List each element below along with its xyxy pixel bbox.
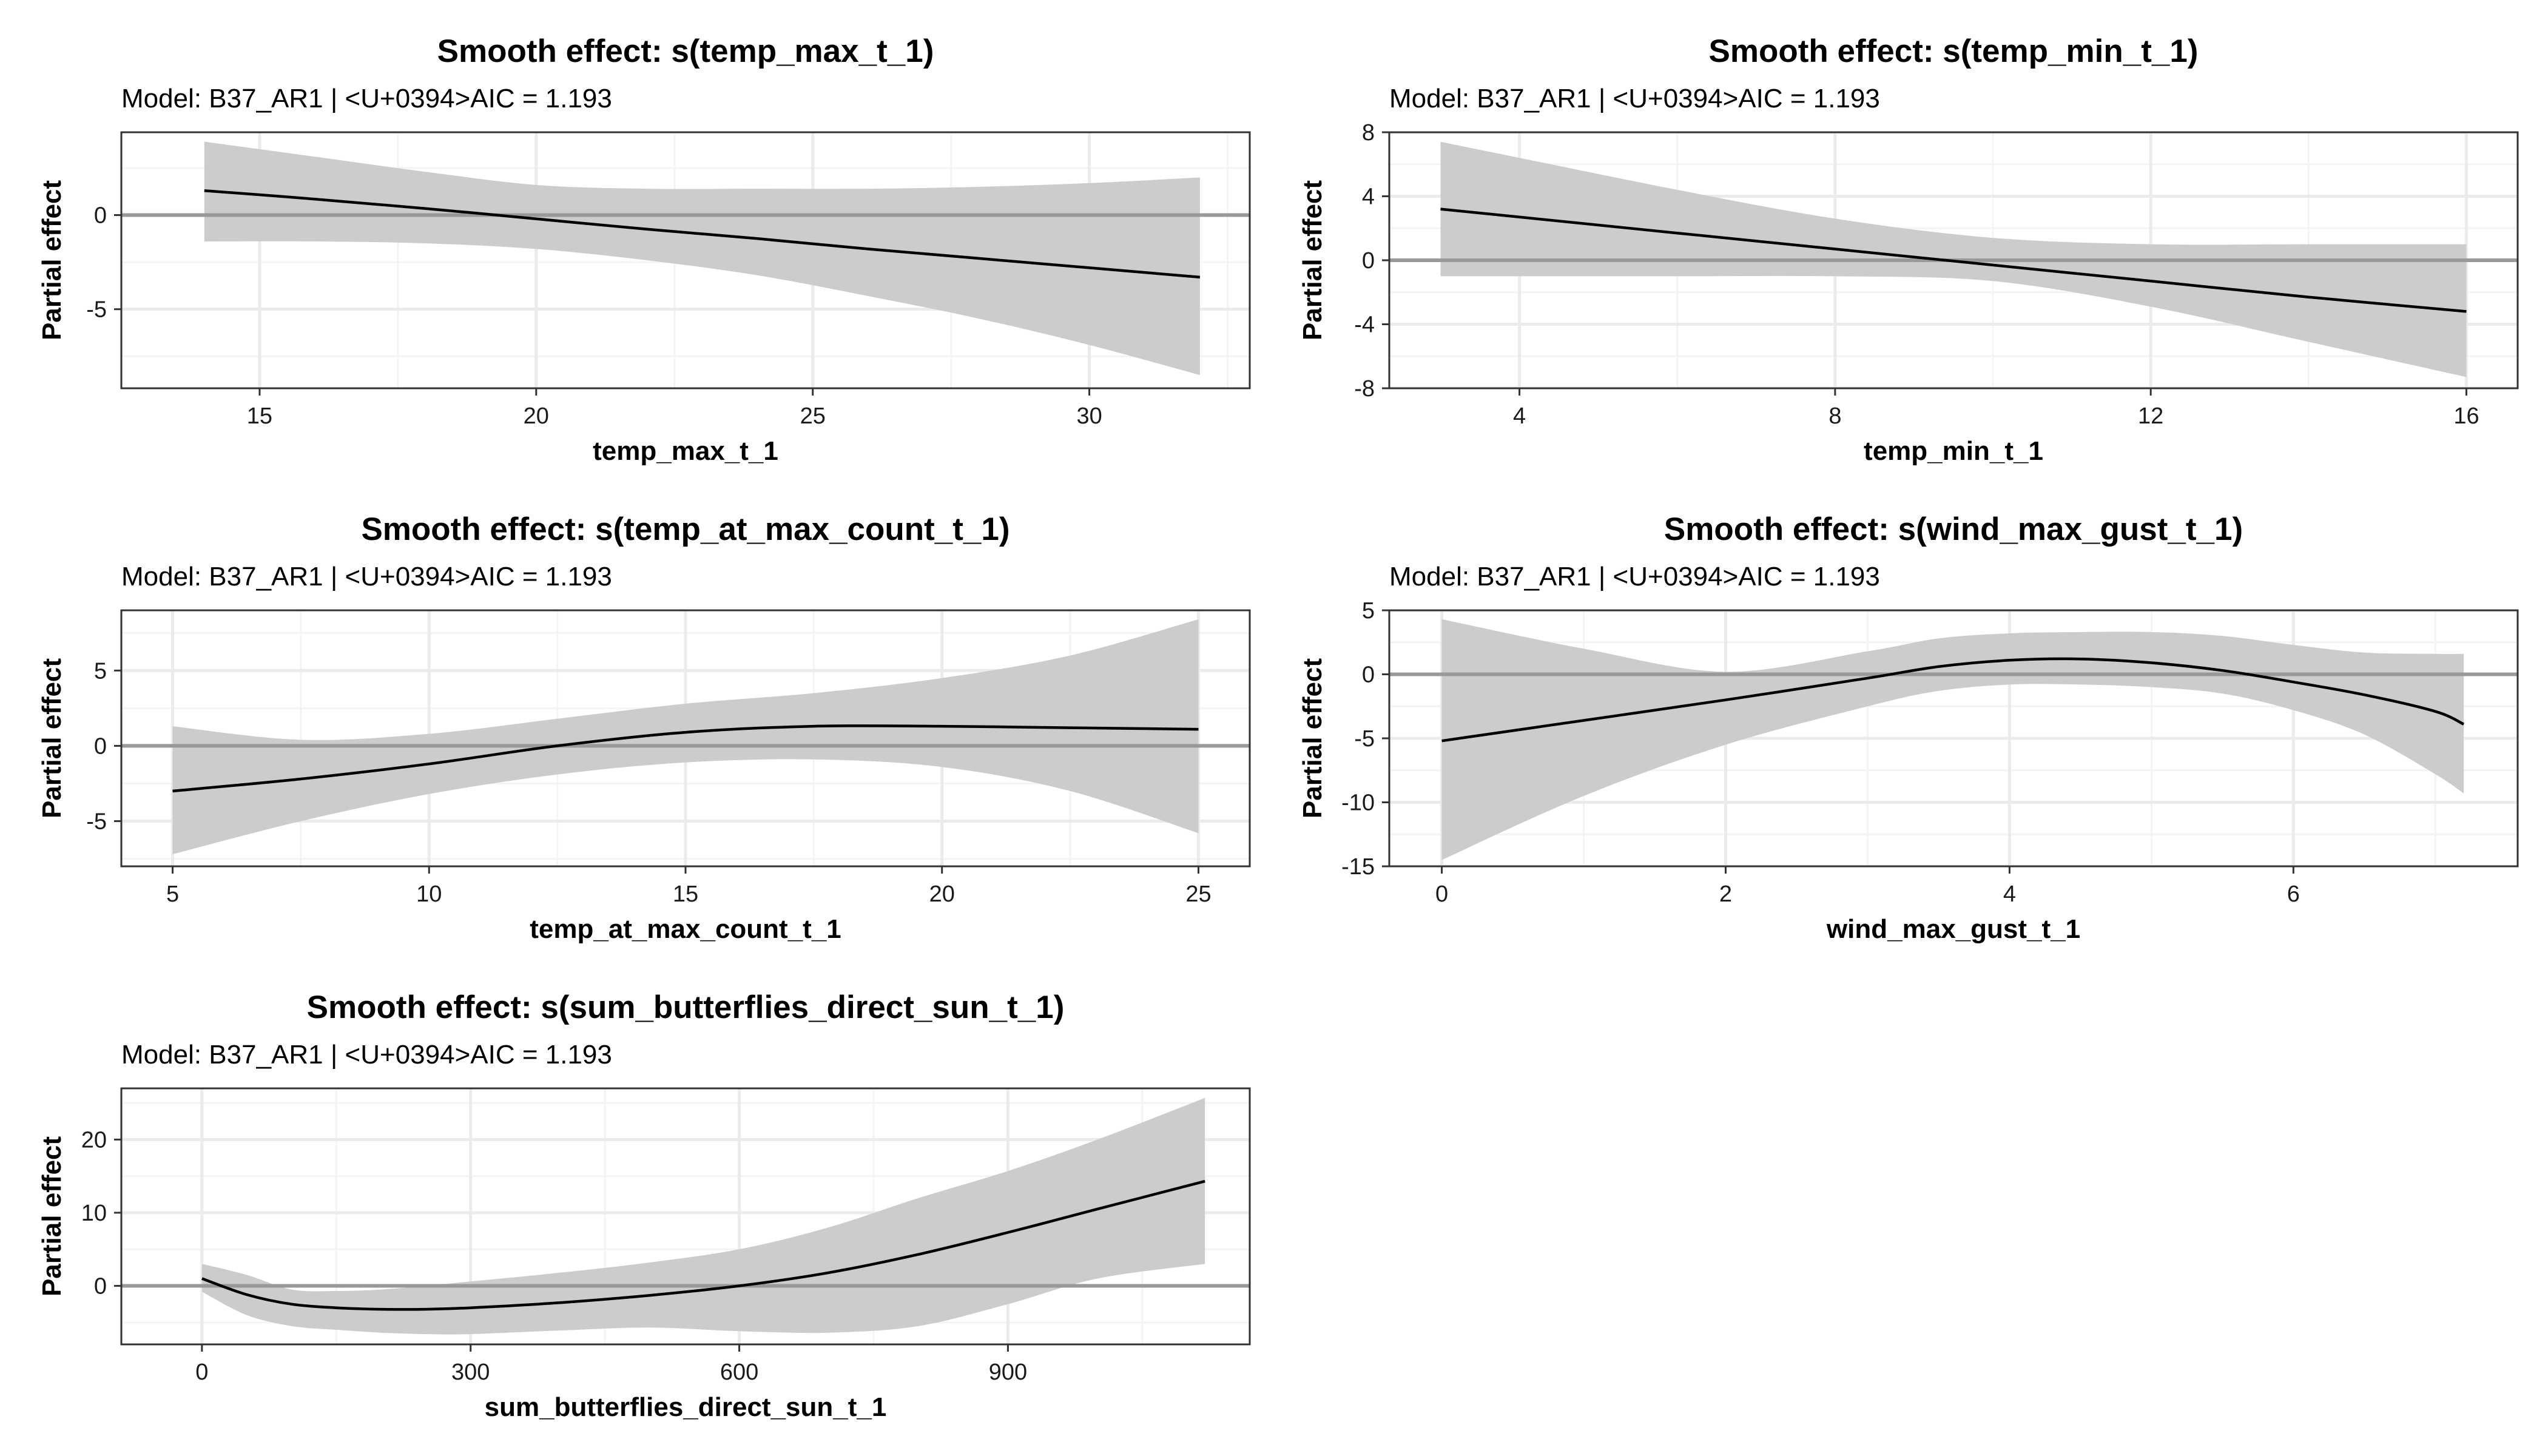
panel-border [120,1087,1251,1346]
x-tick-label: 30 [1076,403,1102,429]
x-tick-label: 8 [1828,403,1841,429]
x-tick-label: 300 [451,1360,490,1385]
y-tick-label: 5 [1362,598,1375,624]
y-axis-title: Partial effect [37,658,67,818]
smooth-effect-line [1441,657,2465,743]
chart-title: Smooth effect: s(temp_at_max_count_t_1) [361,511,1009,547]
x-tick-label: 15 [673,881,698,907]
x-tick-label: 900 [989,1360,1027,1385]
chart-panel-4: 0 2 4 6 -15 -10 -5 0 5 Smooth effect: s(wind_max_… [1298,511,2519,944]
chart-subtitle: Model: B37_AR1 | <U+0394>AIC = 1.193 [121,84,612,113]
y-tick-label: -8 [1354,376,1375,402]
confidence-band [201,1097,1205,1335]
chart-subtitle: Model: B37_AR1 | <U+0394>AIC = 1.193 [121,1040,612,1070]
chart-title: Smooth effect: s(wind_max_gust_t_1) [1664,511,2243,547]
chart-panel-3: 5 10 15 20 25 -5 0 5 Smooth effect: s(temp_at_ma… [37,511,1251,944]
confidence-band [1441,619,2464,860]
x-axis-title: temp_min_t_1 [1864,436,2043,466]
y-tick-label: 8 [1362,120,1375,146]
chart-panel-2: 4 8 12 16 -8 -4 0 4 8 Smooth effect: s(temp_min_t… [1298,33,2519,466]
y-tick-label: -5 [1354,726,1375,752]
x-tick-label: 16 [2453,403,2479,429]
y-axis-title: Partial effect [37,180,67,340]
confidence-band [172,619,1199,855]
y-axis-title: Partial effect [1298,180,1327,340]
chart-subtitle: Model: B37_AR1 | <U+0394>AIC = 1.193 [121,562,612,592]
smooth-effect-line [204,189,1201,279]
y-tick-label: -15 [1341,854,1375,880]
y-tick-label: 10 [81,1201,107,1226]
y-axis-title: Partial effect [37,1136,67,1296]
chart-title: Smooth effect: s(temp_min_t_1) [1709,33,2199,69]
chart-panel-1: 15 20 25 30 -5 0 Smooth effect: s(temp_max_t_1… [37,33,1251,466]
x-tick-label: 5 [166,881,179,907]
chart-subtitle: Model: B37_AR1 | <U+0394>AIC = 1.193 [1389,562,1880,592]
y-tick-label: -5 [86,297,107,323]
smooth-effect-line [1440,207,2467,313]
x-tick-label: 25 [800,403,826,429]
y-tick-label: 5 [94,658,107,684]
x-axis-title: sum_butterflies_direct_sun_t_1 [485,1392,887,1422]
smooth-effect-line [172,724,1199,793]
x-tick-label: 4 [1513,403,1526,429]
x-tick-label: 6 [2287,881,2300,907]
chart-subtitle: Model: B37_AR1 | <U+0394>AIC = 1.193 [1389,84,1880,113]
panel-border [120,131,1251,389]
y-tick-label: -5 [86,809,107,835]
y-tick-label: 20 [81,1127,107,1153]
x-axis-title: temp_max_t_1 [593,436,778,466]
x-tick-label: 600 [720,1360,758,1385]
y-tick-label: -4 [1354,312,1375,338]
chart-panel-5: 0 300 600 900 0 10 20 Smooth effect: s(sum_butt… [37,989,1251,1422]
y-tick-label: 4 [1362,184,1375,210]
x-tick-label: 0 [195,1360,208,1385]
y-tick-label: 0 [1362,248,1375,274]
smooth-effect-line [201,1179,1205,1311]
x-tick-label: 20 [524,403,549,429]
x-tick-label: 2 [1719,881,1732,907]
y-tick-label: 0 [94,733,107,759]
chart-title: Smooth effect: s(sum_butterflies_direct_… [307,989,1065,1025]
x-tick-label: 12 [2138,403,2163,429]
confidence-band [204,141,1200,376]
y-axis-title: Partial effect [1298,658,1327,818]
x-tick-label: 20 [929,881,955,907]
x-axis-title: temp_at_max_count_t_1 [530,914,841,944]
y-tick-label: -10 [1341,790,1375,816]
x-tick-label: 10 [416,881,442,907]
x-axis-title: wind_max_gust_t_1 [1826,914,2080,944]
x-tick-label: 4 [2003,881,2016,907]
x-tick-label: 0 [1435,881,1448,907]
x-tick-label: 15 [247,403,272,429]
y-tick-label: 0 [1362,662,1375,688]
x-tick-label: 25 [1185,881,1211,907]
chart-title: Smooth effect: s(temp_max_t_1) [437,33,934,69]
y-tick-label: 0 [94,1274,107,1299]
y-tick-label: 0 [94,203,107,229]
